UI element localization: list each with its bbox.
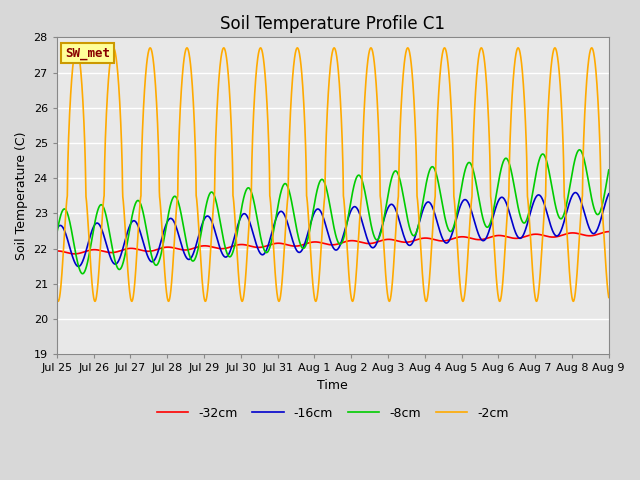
-2cm <box>53 295 61 300</box>
-8cm <box>53 230 61 236</box>
-32cm <box>556 233 564 239</box>
-8cm <box>576 147 584 153</box>
-8cm <box>79 271 86 276</box>
-8cm <box>572 155 579 160</box>
-2cm <box>493 288 501 294</box>
-32cm <box>493 233 501 239</box>
-8cm <box>556 216 564 221</box>
Legend: -32cm, -16cm, -8cm, -2cm: -32cm, -16cm, -8cm, -2cm <box>152 402 514 424</box>
-2cm <box>183 45 191 51</box>
-8cm <box>605 167 612 173</box>
-2cm <box>207 237 215 243</box>
-16cm <box>605 191 612 197</box>
-8cm <box>349 188 356 193</box>
Text: SW_met: SW_met <box>65 47 110 60</box>
-32cm <box>361 240 369 246</box>
-32cm <box>349 238 356 243</box>
-32cm <box>70 251 78 257</box>
-16cm <box>572 190 580 195</box>
-16cm <box>493 200 501 206</box>
Line: -32cm: -32cm <box>57 232 609 254</box>
-8cm <box>361 189 369 194</box>
-2cm <box>557 85 564 91</box>
-32cm <box>605 229 612 235</box>
-8cm <box>493 186 501 192</box>
-16cm <box>207 217 215 223</box>
-16cm <box>361 228 369 234</box>
-2cm <box>202 299 209 304</box>
-16cm <box>556 229 564 235</box>
X-axis label: Time: Time <box>317 379 348 392</box>
Title: Soil Temperature Profile C1: Soil Temperature Profile C1 <box>220 15 445 33</box>
-32cm <box>572 230 579 236</box>
-16cm <box>75 264 83 269</box>
-16cm <box>53 226 61 232</box>
-16cm <box>572 190 579 195</box>
Y-axis label: Soil Temperature (C): Soil Temperature (C) <box>15 132 28 260</box>
-2cm <box>349 298 357 303</box>
-32cm <box>53 248 61 254</box>
-2cm <box>605 295 612 300</box>
Line: -16cm: -16cm <box>57 192 609 266</box>
Line: -2cm: -2cm <box>57 48 609 301</box>
Line: -8cm: -8cm <box>57 150 609 274</box>
-8cm <box>207 189 215 195</box>
-16cm <box>349 205 356 211</box>
-32cm <box>207 244 215 250</box>
-2cm <box>362 90 369 96</box>
-2cm <box>572 286 580 291</box>
